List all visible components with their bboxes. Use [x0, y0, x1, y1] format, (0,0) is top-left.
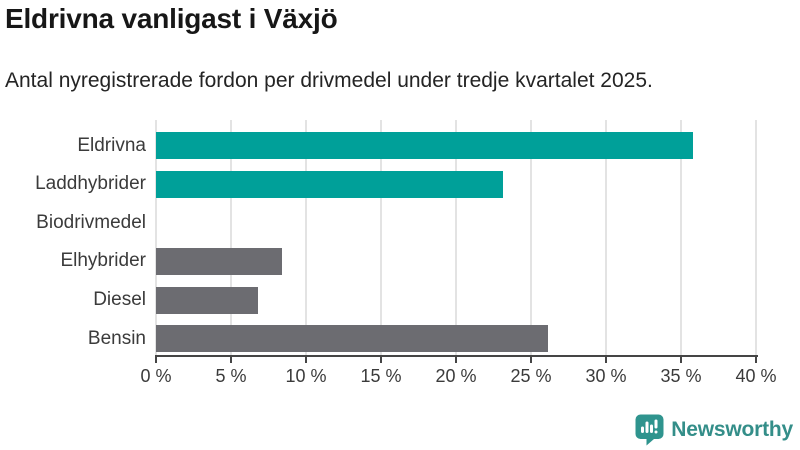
x-axis-tick [605, 357, 607, 363]
x-axis-tick-label: 0 % [140, 366, 172, 386]
newsworthy-barchart-bubble-icon [635, 414, 664, 446]
bar-bensin [156, 325, 548, 353]
gridline [305, 120, 307, 355]
x-axis-tick-label: 40 % [735, 366, 777, 386]
x-axis-tick [155, 357, 157, 363]
gridline [155, 120, 157, 355]
x-axis-tick [530, 357, 532, 363]
bar-laddhybrider [156, 170, 503, 198]
gridline [455, 120, 457, 355]
x-axis-tick-label: 35 % [660, 366, 702, 386]
x-axis-tick [380, 357, 382, 363]
category-label: Bensin [87, 327, 146, 349]
x-axis-line [155, 355, 758, 357]
category-label: Biodrivmedel [36, 211, 146, 233]
x-axis-tick-label: 15 % [360, 366, 402, 386]
x-axis-tick [305, 357, 307, 363]
gridline [755, 120, 757, 355]
category-label: Diesel [93, 288, 146, 310]
category-label: Eldrivna [77, 134, 146, 156]
x-axis-tick-label: 25 % [510, 366, 552, 386]
x-axis-tick [680, 357, 682, 363]
x-axis-tick-label: 20 % [435, 366, 477, 386]
x-axis-tick [455, 357, 457, 363]
gridline [380, 120, 382, 355]
newsworthy-logo: Newsworthy [635, 414, 793, 446]
x-axis-tick-label: 10 % [285, 366, 327, 386]
category-label: Elhybrider [60, 250, 146, 272]
gridline [530, 120, 532, 355]
newsworthy-logo-text: Newsworthy [671, 418, 793, 441]
bar-eldrivna [156, 132, 693, 160]
category-label: Laddhybrider [35, 173, 146, 195]
gridline [230, 120, 232, 355]
bar-elhybrider [156, 248, 282, 276]
x-axis-tick-label: 30 % [585, 366, 627, 386]
gridline [605, 120, 607, 355]
x-axis-tick [230, 357, 232, 363]
chart-title: Eldrivna vanligast i Växjö [5, 3, 338, 34]
chart-subtitle: Antal nyregistrerade fordon per drivmede… [5, 69, 653, 92]
bar-diesel [156, 286, 258, 314]
x-axis-tick-label: 5 % [215, 366, 247, 386]
gridline [680, 120, 682, 355]
x-axis-tick [755, 357, 757, 363]
